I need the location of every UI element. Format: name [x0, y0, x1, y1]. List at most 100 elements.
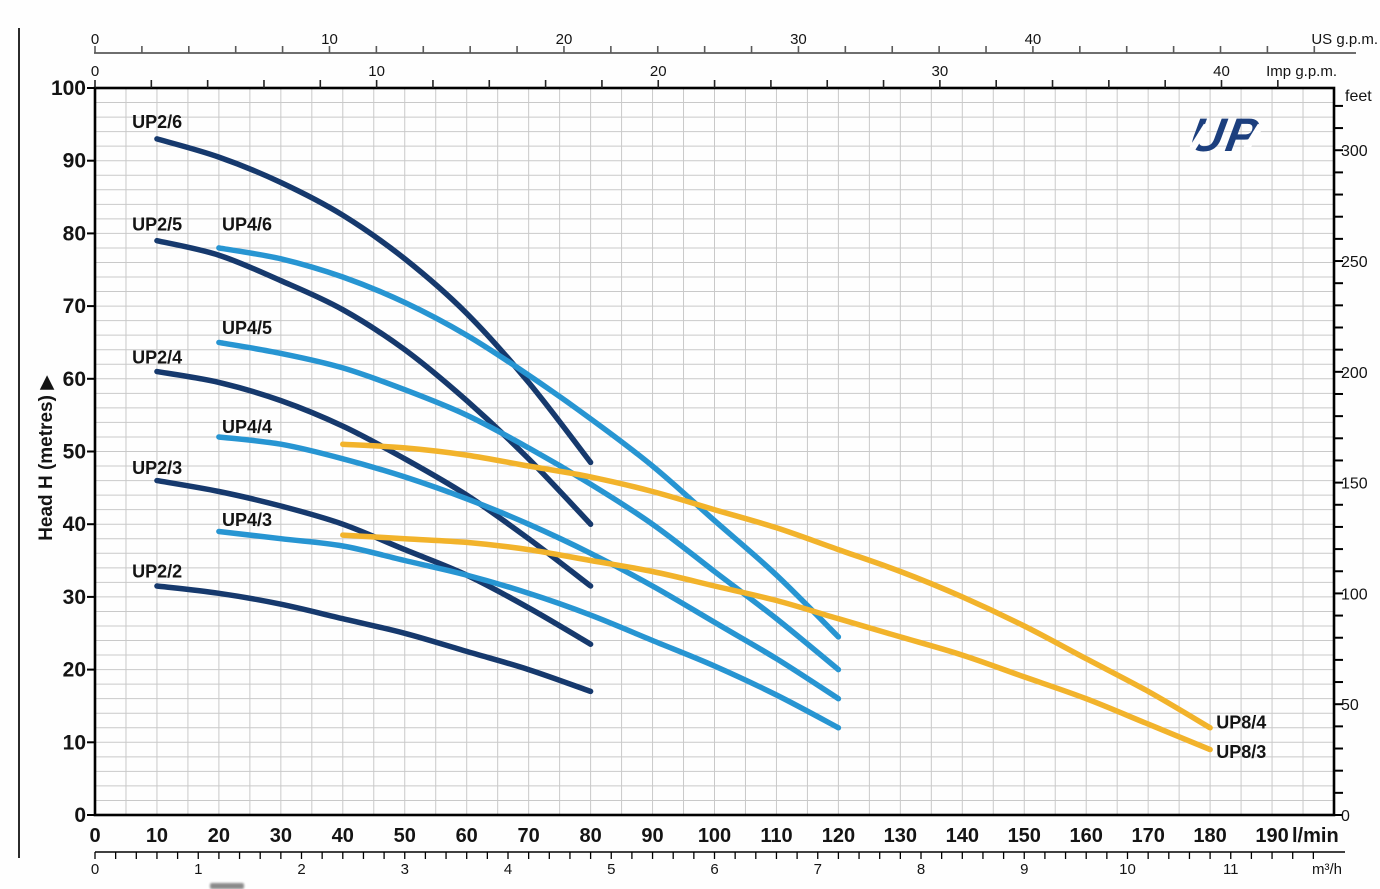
y-axis-feet: 0 50 100 150 200 250 300 feet	[1334, 88, 1372, 825]
svg-text:20: 20	[208, 825, 230, 847]
svg-text:10: 10	[368, 63, 385, 80]
svg-text:10: 10	[63, 731, 86, 754]
svg-text:m³/h: m³/h	[1312, 861, 1342, 878]
svg-text:0: 0	[74, 804, 86, 827]
svg-text:100: 100	[1341, 586, 1368, 603]
series-UP2/5	[154, 237, 594, 527]
svg-text:80: 80	[63, 222, 86, 245]
svg-text:30: 30	[63, 586, 86, 609]
svg-text:50: 50	[1341, 697, 1359, 714]
series-UP4/5	[216, 339, 842, 673]
series-UP2/2	[154, 583, 594, 695]
svg-text:20: 20	[63, 659, 86, 682]
svg-text:40: 40	[63, 513, 86, 536]
svg-text:50: 50	[63, 441, 86, 464]
x-axis-m3h: 0 1 2 3 4 5 6 7 8 9 10 11 m³/h	[91, 851, 1345, 878]
curve-label-UP2/2: UP2/2	[132, 561, 182, 581]
svg-text:40: 40	[1025, 31, 1042, 48]
svg-text:130: 130	[884, 825, 917, 847]
svg-text:70: 70	[518, 825, 540, 847]
curve-label-UP8/4: UP8/4	[1216, 713, 1266, 733]
svg-text:40: 40	[332, 825, 354, 847]
svg-text:0: 0	[91, 63, 99, 80]
curve-label-UP8/3: UP8/3	[1216, 742, 1266, 762]
curve-label-UP2/4: UP2/4	[132, 348, 182, 368]
grid	[95, 88, 1334, 815]
curve-label-UP2/3: UP2/3	[132, 458, 182, 478]
svg-text:feet: feet	[1345, 88, 1372, 105]
svg-text:Head H (metres) ▶: Head H (metres) ▶	[36, 375, 57, 541]
svg-text:9: 9	[1020, 861, 1028, 878]
svg-text:90: 90	[641, 825, 663, 847]
svg-text:110: 110	[760, 825, 792, 847]
curve-label-UP4/6: UP4/6	[222, 215, 272, 235]
series-UP4/6	[216, 245, 842, 640]
svg-text:0: 0	[91, 31, 99, 48]
svg-text:4: 4	[504, 861, 512, 878]
svg-text:2: 2	[297, 861, 305, 878]
svg-text:0: 0	[89, 825, 100, 847]
svg-text:Imp g.p.m.: Imp g.p.m.	[1266, 63, 1337, 80]
svg-text:30: 30	[932, 63, 949, 80]
svg-text:30: 30	[790, 31, 807, 48]
svg-text:0: 0	[1341, 808, 1350, 825]
svg-text:190: 190	[1255, 825, 1288, 847]
curve-labels: UP2/6 UP2/5 UP2/4 UP2/3 UP2/2 UP4/6 UP4/5 UP4/4…	[132, 112, 1266, 762]
svg-text:10: 10	[1119, 861, 1136, 878]
curve-label-UP2/5: UP2/5	[132, 215, 182, 235]
svg-text:100: 100	[698, 825, 731, 847]
svg-text:60: 60	[456, 825, 478, 847]
svg-text:300: 300	[1341, 143, 1368, 160]
svg-text:20: 20	[556, 31, 573, 48]
svg-text:180: 180	[1193, 825, 1226, 847]
svg-text:10: 10	[321, 31, 338, 48]
y-axis-metres: 0 10 20 30 40 50 60 70 80 90 100 Head H (metres) ▶	[36, 77, 95, 827]
svg-text:0: 0	[91, 861, 99, 878]
svg-text:US g.p.m.: US g.p.m.	[1311, 31, 1378, 48]
curve-label-UP4/4: UP4/4	[222, 417, 272, 437]
svg-text:100: 100	[51, 77, 86, 100]
series-UP4/4	[216, 434, 842, 702]
svg-text:170: 170	[1131, 825, 1164, 847]
series-UP2/6	[154, 136, 594, 466]
svg-text:250: 250	[1341, 254, 1368, 271]
svg-text:10: 10	[146, 825, 168, 847]
svg-text:140: 140	[946, 825, 979, 847]
svg-text:1: 1	[194, 861, 202, 878]
svg-text:6: 6	[710, 861, 718, 878]
svg-text:150: 150	[1008, 825, 1041, 847]
svg-text:80: 80	[579, 825, 601, 847]
svg-text:90: 90	[63, 150, 86, 173]
svg-text:150: 150	[1341, 476, 1368, 493]
svg-text:3: 3	[401, 861, 409, 878]
svg-text:50: 50	[394, 825, 416, 847]
svg-text:l/min: l/min	[1292, 825, 1339, 847]
up-series-logo: UP	[1162, 108, 1289, 162]
svg-text:20: 20	[650, 63, 667, 80]
curve-label-UP2/6: UP2/6	[132, 112, 182, 132]
curve-label-UP4/3: UP4/3	[222, 510, 272, 530]
svg-text:30: 30	[270, 825, 292, 847]
cropped-footer-artifact	[210, 883, 244, 889]
x-axis-imp-gpm: 0 10 20 30 40 Imp g.p.m.	[91, 63, 1337, 88]
svg-text:5: 5	[607, 861, 615, 878]
curve-label-UP4/5: UP4/5	[222, 318, 272, 338]
series-UP4/3	[216, 528, 842, 731]
svg-text:160: 160	[1070, 825, 1103, 847]
page-edge-line	[18, 28, 20, 858]
svg-text:70: 70	[63, 295, 86, 318]
svg-text:200: 200	[1341, 365, 1368, 382]
series-UP8/3	[340, 532, 1213, 753]
svg-text:120: 120	[822, 825, 855, 847]
y-axis-title: Head H (metres) ▶	[36, 375, 57, 541]
svg-text:11: 11	[1223, 861, 1239, 878]
svg-text:40: 40	[1213, 63, 1230, 80]
svg-text:7: 7	[814, 861, 822, 878]
x-axis-us-gpm: 0 10 20 30 40 US g.p.m.	[91, 31, 1378, 54]
svg-text:60: 60	[63, 368, 86, 391]
svg-text:8: 8	[917, 861, 925, 878]
series-UP8/4	[340, 441, 1213, 731]
x-axis-lmin: 0 10 20 30 40 50 60 70 80 90 100 110 120 130 140 150 160…	[89, 825, 1338, 847]
